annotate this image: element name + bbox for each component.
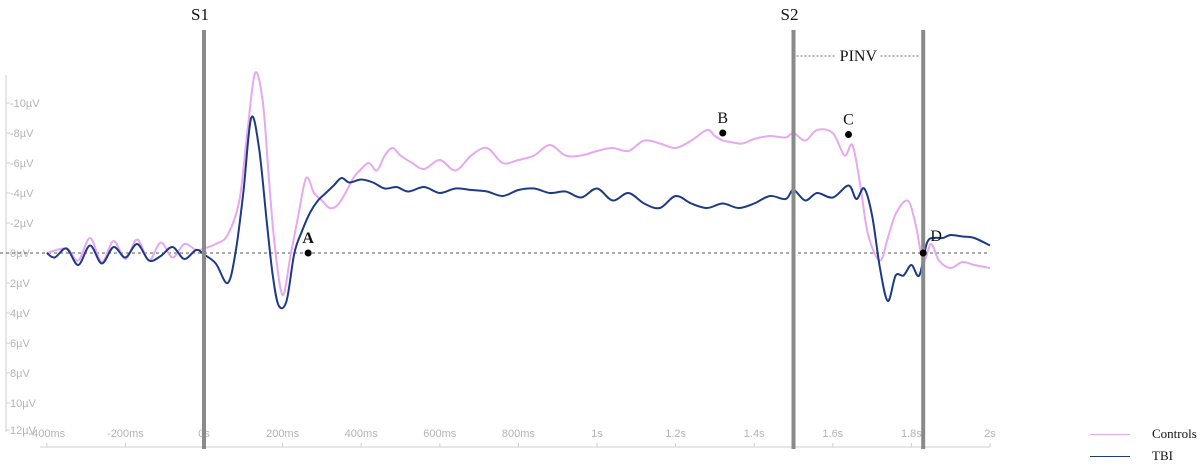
point-annotations: A B C D xyxy=(302,110,942,257)
pinv-label-bg xyxy=(836,46,881,62)
annotation-point-a xyxy=(304,249,312,257)
legend-item-tbi: TBI xyxy=(1090,445,1200,467)
legend-swatch-tbi xyxy=(1090,455,1130,457)
x-tick-label: 400ms xyxy=(345,428,379,440)
series-lines xyxy=(46,71,991,310)
stimulus-label-s2: S2 xyxy=(781,5,799,24)
annotation-point-d xyxy=(919,249,927,257)
annotation-label-a: A xyxy=(302,230,314,247)
x-tick-label: 800ms xyxy=(502,428,536,440)
y-tick-label: -4µV xyxy=(10,188,34,200)
y-tick-label: 4µV xyxy=(10,308,30,320)
y-tick-label: 10µV xyxy=(10,398,37,410)
stimulus-label-s1: S1 xyxy=(191,5,209,24)
series-controls xyxy=(46,71,991,297)
x-tick-label: 600ms xyxy=(423,428,457,440)
x-tick-label: 1.2s xyxy=(665,428,686,440)
legend-label-tbi: TBI xyxy=(1152,448,1173,463)
x-axis: -400ms-200ms0s200ms400ms600ms800ms1s1.2s… xyxy=(28,428,996,448)
x-tick-label: 200ms xyxy=(266,428,300,440)
y-tick-label: 0µV xyxy=(10,248,30,260)
stimulus-markers: S1 S2 xyxy=(191,5,926,449)
x-tick-label: -200ms xyxy=(107,428,144,440)
series-tbi xyxy=(46,115,991,310)
y-tick-label: 8µV xyxy=(10,368,30,380)
legend-item-controls: Controls xyxy=(1090,423,1200,445)
y-tick-label: -10µV xyxy=(10,98,40,110)
pinv-label: PINV xyxy=(840,48,878,65)
annotation-point-b xyxy=(719,129,727,137)
y-tick-label: 2µV xyxy=(10,278,30,290)
x-tick-label: 1.4s xyxy=(744,428,765,440)
x-tick-label: 1s xyxy=(591,428,603,440)
annotation-label-c: C xyxy=(843,112,854,129)
y-tick-label: -2µV xyxy=(10,218,34,230)
legend: Controls TBI xyxy=(1090,423,1200,467)
pinv-interval: PINV xyxy=(796,46,921,65)
x-tick-label: -400ms xyxy=(28,428,65,440)
legend-label-controls: Controls xyxy=(1152,426,1197,441)
annotation-label-b: B xyxy=(717,110,728,127)
x-tick-label: 1.8s xyxy=(901,428,922,440)
annotation-label-d: D xyxy=(930,228,942,245)
y-axis: -10µV -8µV -6µV -4µV -2µV 0µV 2µV 4µV 6µV 8µV 10µV… xyxy=(5,75,40,437)
x-tick-label: 1.6s xyxy=(822,428,843,440)
y-tick-label: -6µV xyxy=(10,158,34,170)
legend-swatch-controls xyxy=(1090,433,1130,435)
y-tick-label: -8µV xyxy=(10,128,34,140)
x-tick-label: 2s xyxy=(984,428,996,440)
y-tick-label: 12µV xyxy=(10,425,37,437)
annotation-point-c xyxy=(845,131,853,138)
y-tick-label: 6µV xyxy=(10,338,30,350)
